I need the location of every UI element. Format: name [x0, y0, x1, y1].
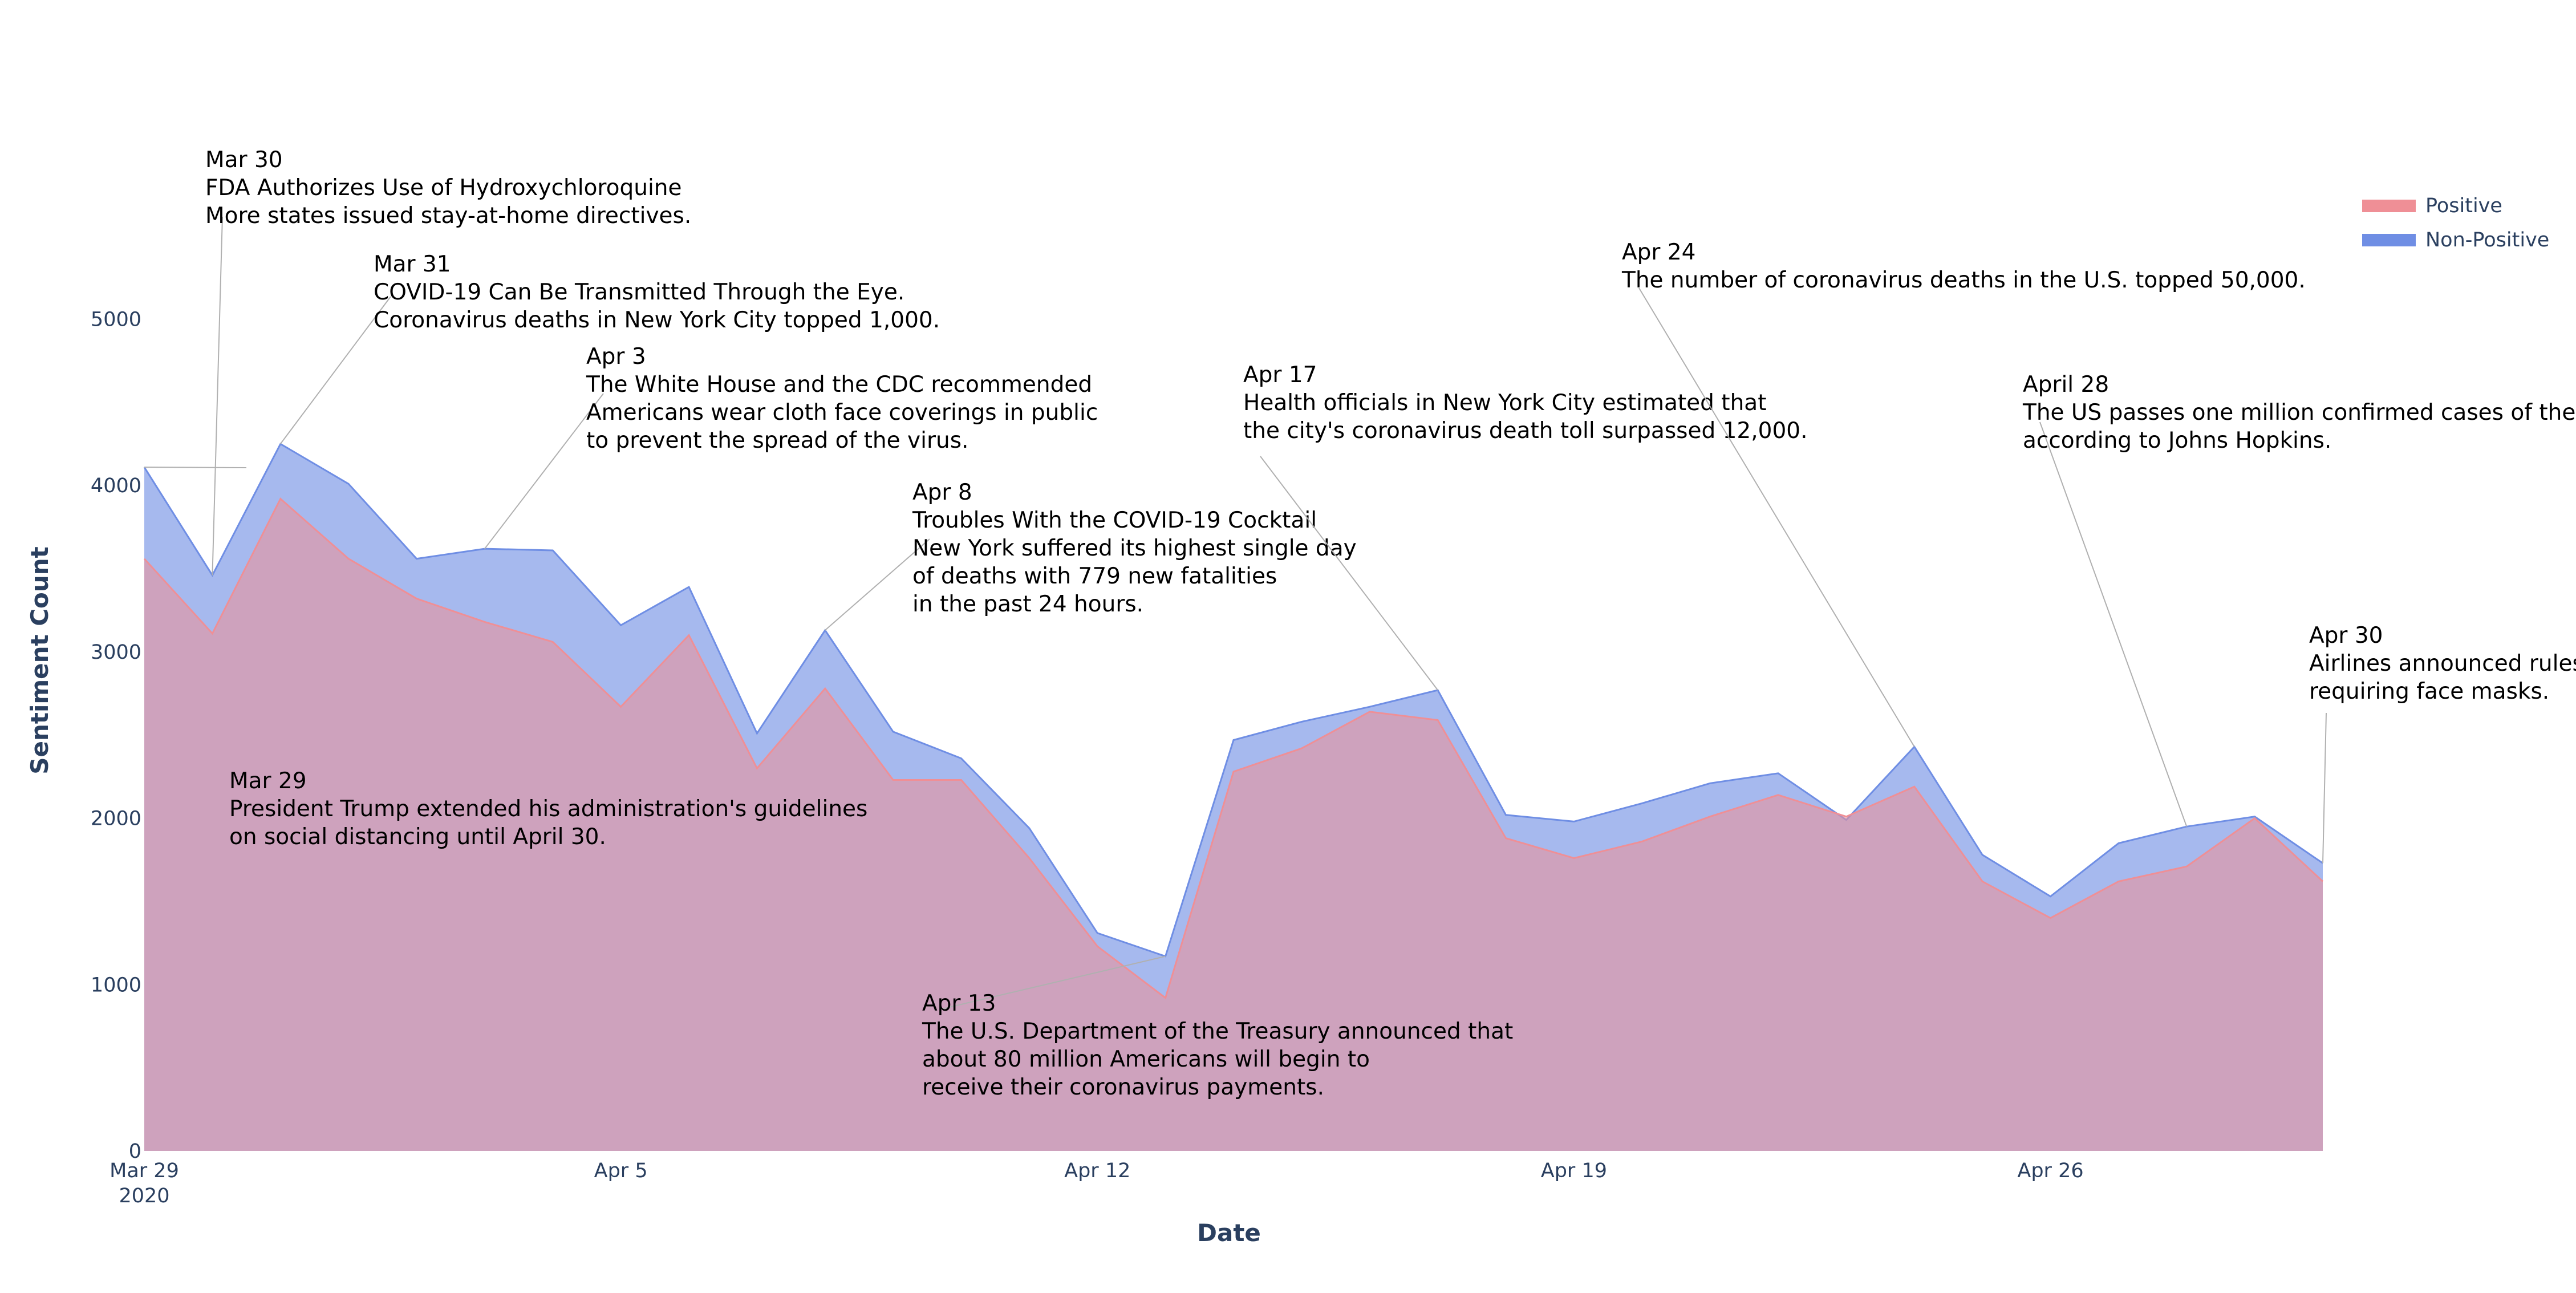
legend-swatch: [2362, 200, 2416, 212]
annotation-date: Apr 13: [922, 991, 996, 1016]
y-tick-label: 4000: [91, 475, 141, 497]
x-tick-label: Apr 12: [1064, 1160, 1130, 1182]
annotation-leader-line: [1638, 287, 1915, 747]
annotation-apr-8: Apr 8 Troubles With the COVID-19 Cocktail…: [825, 480, 1357, 631]
x-tick-label: Apr 5: [594, 1160, 648, 1182]
x-tick-sublabel: 2020: [119, 1185, 169, 1207]
legend-item-non-positive[interactable]: Non-Positive: [2362, 229, 2549, 252]
x-axis-title: Date: [1197, 1219, 1261, 1247]
annotation-text: New York suffered its highest single day: [912, 536, 1357, 561]
annotation-text: The White House and the CDC recommended: [586, 372, 1092, 398]
annotation-text: The US passes one million confirmed case…: [2022, 400, 2576, 425]
annotation-text: Airlines announced rules: [2309, 651, 2576, 676]
annotation-text: according to Johns Hopkins.: [2023, 428, 2331, 453]
area-series-layer: [143, 443, 2324, 1151]
x-tick-label: Apr 26: [2017, 1160, 2083, 1182]
annotation-leader-line: [939, 955, 1166, 1010]
annotation-leader-line: [2039, 421, 2188, 827]
axes-layer: 0 1000 2000 3000 4000 5000 Mar 29 2020 Apr 5 Apr …: [91, 309, 2084, 1207]
legend-item-positive[interactable]: Positive: [2362, 194, 2502, 217]
annotation-text: Troubles With the COVID-19 Cocktail: [912, 508, 1317, 533]
annotation-text: COVID-19 Can Be Transmitted Through the …: [374, 279, 904, 305]
line-positive: [143, 497, 2324, 1000]
annotation-apr-30: Apr 30 Airlines announced rules requiring…: [2309, 623, 2576, 864]
annotation-date: Apr 30: [2309, 623, 2383, 648]
annotation-leader-line: [825, 538, 930, 631]
annotation-leader-line: [279, 296, 391, 444]
annotation-date: April 28: [2023, 372, 2109, 398]
annotation-text: of deaths with 779 new fatalities: [912, 564, 1277, 589]
annotation-apr-13: Apr 13 The U.S. Department of the Treasur…: [922, 955, 1513, 1100]
y-tick-label: 1000: [91, 974, 141, 996]
annotation-text: FDA Authorizes Use of Hydroxychloroquine: [205, 175, 682, 201]
annotation-date: Mar 30: [205, 147, 283, 173]
annotation-date: Mar 31: [374, 252, 451, 277]
annotation-text: Health officials in New York City estima…: [1243, 390, 1767, 416]
legend-swatch: [2362, 234, 2416, 246]
annotation-leader-line: [212, 216, 223, 575]
legend-label: Non-Positive: [2425, 229, 2549, 252]
legend[interactable]: Positive Non-Positive: [2362, 194, 2549, 252]
annotation-text: President Trump extended his administrat…: [229, 796, 867, 822]
annotation-date: Apr 8: [912, 480, 972, 505]
annotation-leader-line: [1260, 456, 1438, 691]
annotation-text: the city's coronavirus death toll surpas…: [1243, 418, 1807, 444]
legend-label: Positive: [2425, 194, 2502, 217]
annotation-date: Mar 29: [229, 768, 307, 794]
line-non-positive: [143, 443, 2323, 958]
annotation-text: in the past 24 hours.: [912, 591, 1143, 617]
annotation-date: Apr 17: [1243, 362, 1317, 388]
annotation-text: The number of coronavirus deaths in the …: [1621, 267, 2306, 293]
y-axis-title: Sentiment Count: [26, 546, 54, 775]
y-tick-label: 3000: [91, 641, 141, 664]
x-tick-label: Mar 29: [109, 1160, 179, 1182]
annotation-text: on social distancing until April 30.: [229, 824, 606, 850]
annotation-text: Americans wear cloth face coverings in p…: [586, 400, 1098, 425]
x-tick-label: Apr 19: [1541, 1160, 1607, 1182]
annotation-text: receive their coronavirus payments.: [922, 1075, 1324, 1100]
annotation-leader-line: [2322, 712, 2327, 864]
annotation-leader-line: [144, 467, 247, 468]
annotation-text: requiring face masks.: [2309, 679, 2549, 704]
area-positive: [144, 498, 2323, 1151]
annotation-text: to prevent the spread of the virus.: [586, 428, 968, 453]
annotation-text: The U.S. Department of the Treasury anno…: [922, 1019, 1513, 1044]
y-tick-label: 5000: [91, 309, 141, 331]
annotation-text: about 80 million Americans will begin to: [922, 1047, 1370, 1072]
annotation-text: More states issued stay-at-home directiv…: [205, 203, 691, 229]
y-tick-label: 2000: [91, 808, 141, 830]
annotation-leader-line: [484, 393, 604, 549]
annotation-date: Apr 24: [1622, 240, 1696, 265]
annotation-date: Apr 3: [586, 344, 646, 370]
annotation-text: Coronavirus deaths in New York City topp…: [374, 307, 940, 333]
y-tick-label: 0: [129, 1140, 141, 1163]
